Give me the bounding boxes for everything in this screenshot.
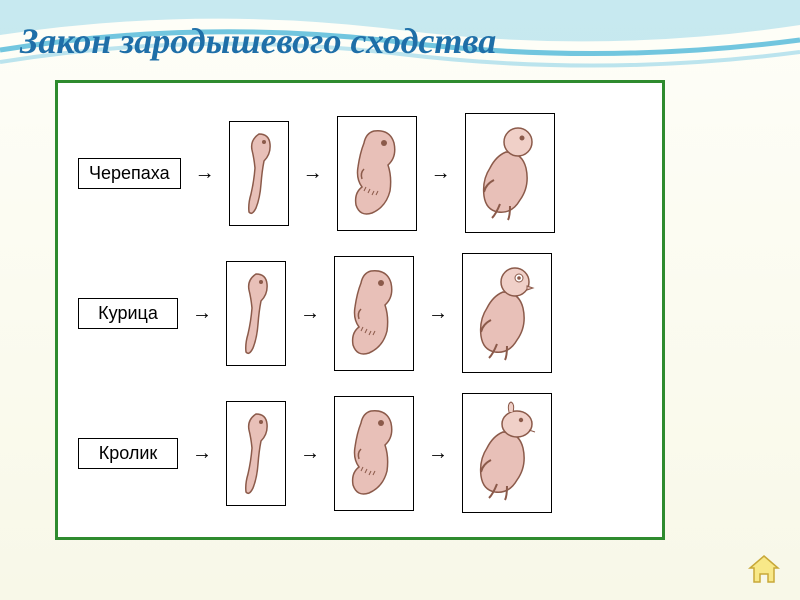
species-label: Курица (78, 298, 178, 329)
page-title: Закон зародышевого сходства (0, 0, 800, 62)
arrow-icon: → (428, 302, 448, 325)
arrow-icon: → (303, 162, 323, 185)
arrow-icon: → (431, 162, 451, 185)
species-row: Кролик → → → (58, 383, 662, 523)
arrow-icon: → (428, 442, 448, 465)
embryo-stage-3 (465, 113, 555, 233)
embryo-stage-2 (334, 396, 414, 511)
species-row: Черепаха → → → (58, 103, 662, 243)
embryo-stage-3 (462, 253, 552, 373)
embryo-stage-3 (462, 393, 552, 513)
embryo-stage-2 (337, 116, 417, 231)
home-icon[interactable] (746, 552, 782, 588)
species-label: Черепаха (78, 158, 181, 189)
arrow-icon: → (195, 162, 215, 185)
embryo-stage-2 (334, 256, 414, 371)
species-row: Курица → → → (58, 243, 662, 383)
arrow-icon: → (192, 302, 212, 325)
embryo-stage-1 (226, 401, 286, 506)
arrow-icon: → (192, 442, 212, 465)
arrow-icon: → (300, 302, 320, 325)
arrow-icon: → (300, 442, 320, 465)
species-label: Кролик (78, 438, 178, 469)
embryo-stage-1 (226, 261, 286, 366)
diagram-frame: Черепаха → → → Курица → → → Кролик → (55, 80, 665, 540)
embryo-stage-1 (229, 121, 289, 226)
